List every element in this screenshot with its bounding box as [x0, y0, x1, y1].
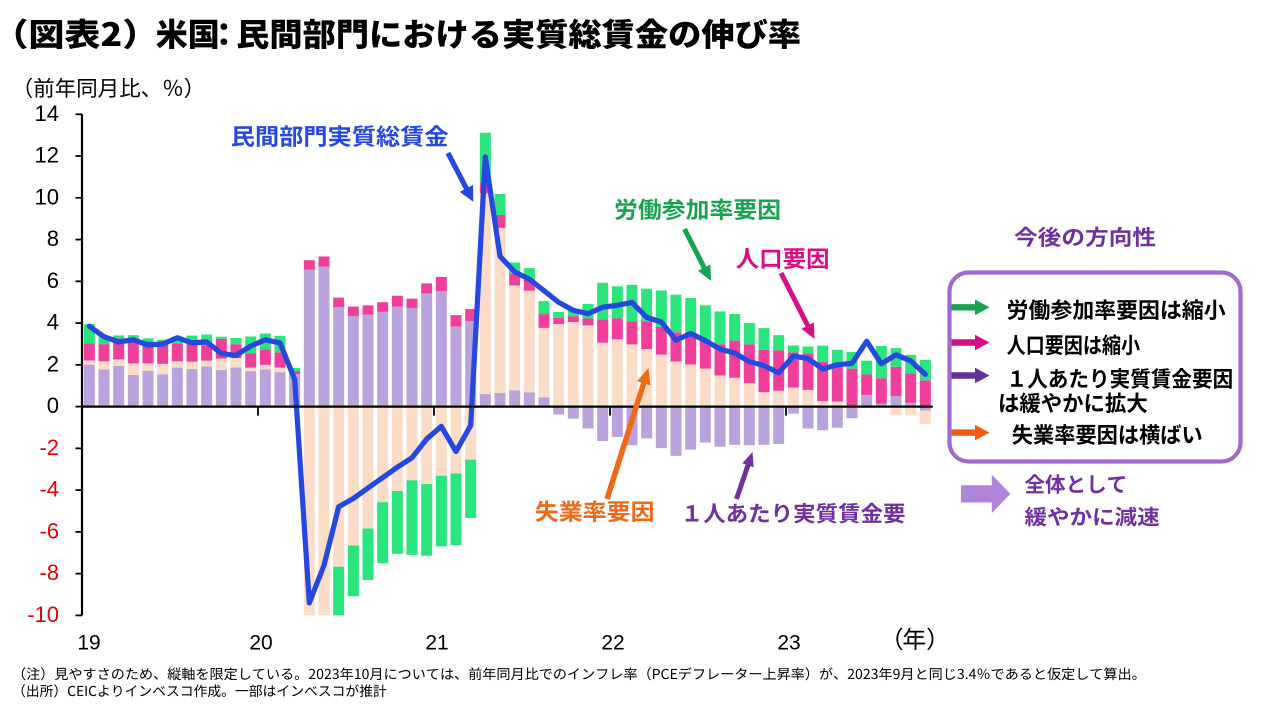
svg-text:4: 4: [47, 310, 59, 335]
svg-text:21: 21: [425, 632, 448, 655]
svg-text:14: 14: [35, 101, 59, 126]
svg-text:19: 19: [77, 632, 100, 655]
svg-text:22: 22: [601, 632, 624, 655]
svg-text:6: 6: [47, 268, 59, 293]
svg-text:10: 10: [35, 184, 59, 209]
svg-text:12: 12: [35, 143, 59, 168]
svg-text:-6: -6: [39, 519, 59, 544]
svg-text:20: 20: [249, 632, 272, 655]
svg-text:23: 23: [777, 632, 800, 655]
svg-text:8: 8: [47, 226, 59, 251]
svg-text:2: 2: [47, 351, 59, 376]
svg-text:-2: -2: [39, 435, 59, 460]
svg-text:-10: -10: [27, 602, 59, 627]
svg-text:-8: -8: [39, 560, 59, 585]
svg-text:-4: -4: [39, 477, 59, 502]
svg-text:0: 0: [47, 393, 59, 418]
